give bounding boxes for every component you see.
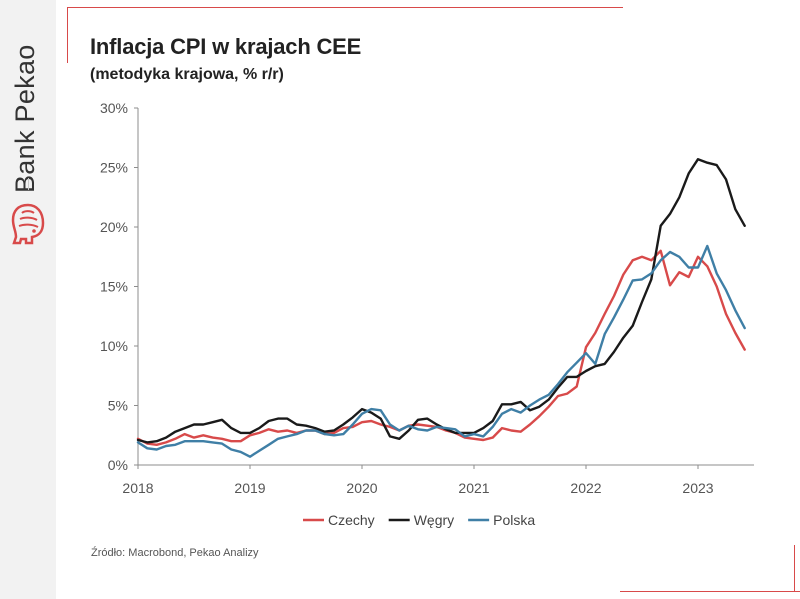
y-tick-label: 25%: [100, 160, 128, 176]
y-axis: 0% 5% 10% 15% 20% 25% 30%: [100, 100, 139, 473]
legend: Czechy Węgry Polska: [303, 512, 535, 528]
x-tick-label: 2021: [458, 480, 489, 496]
bison-icon: [11, 203, 45, 245]
x-tick-label: 2019: [234, 480, 265, 496]
y-tick-label: 5%: [108, 398, 128, 414]
legend-label: Polska: [493, 512, 535, 528]
frame-left-line: [67, 7, 68, 63]
y-tick-label: 20%: [100, 219, 128, 235]
chart-title: Inflacja CPI w krajach CEE: [90, 34, 362, 59]
series-line-polska: [136, 244, 746, 458]
legend-label: Węgry: [414, 512, 454, 528]
y-tick-label: 15%: [100, 279, 128, 295]
x-axis: 2018 2019 2020 2021 2022 2023: [122, 464, 754, 496]
brand-strip: [0, 0, 56, 599]
legend-label: Czechy: [328, 512, 375, 528]
x-tick-label: 2020: [346, 480, 377, 496]
x-tick-label: 2023: [682, 480, 713, 496]
series-line-węgry: [136, 157, 746, 444]
x-tick-label: 2022: [570, 480, 601, 496]
chart-subtitle: (metodyka krajowa, % r/r): [90, 66, 284, 83]
y-tick-label: 30%: [100, 100, 128, 116]
series-lines: [136, 157, 746, 458]
y-tick-label: 10%: [100, 338, 128, 354]
source-note: Źródło: Macrobond, Pekao Analizy: [91, 547, 259, 559]
frame-top-line: [67, 7, 623, 8]
frame-bottom-line: [620, 591, 800, 592]
frame-right-line: [794, 545, 795, 591]
x-tick-label: 2018: [122, 480, 153, 496]
series-line-czechy: [136, 249, 746, 446]
y-tick-label: 0%: [108, 457, 128, 473]
brand-divider: [28, 178, 29, 190]
